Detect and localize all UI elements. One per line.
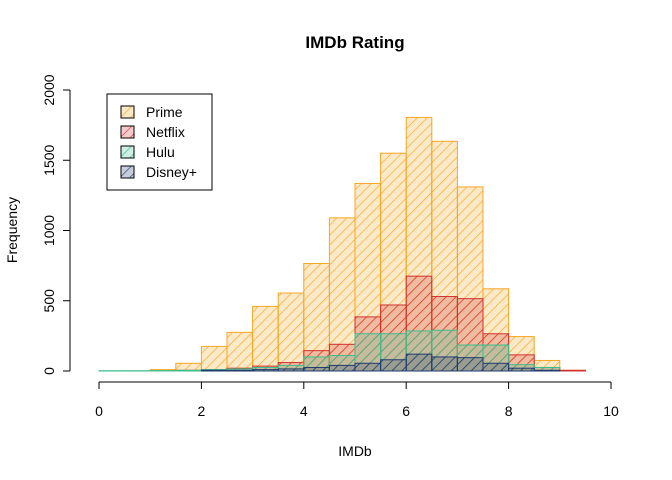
bars-group [98, 116, 586, 372]
bar-disney-5 [226, 369, 254, 372]
x-tick-label: 10 [603, 403, 619, 419]
bar-disney-7 [277, 368, 305, 372]
x-tick-label: 4 [300, 403, 308, 419]
legend: Prime Netflix Hulu Disney+ [106, 93, 213, 191]
bar-disney-17 [533, 369, 561, 372]
y-axis-label: Frequency [4, 197, 20, 263]
legend-swatch-netflix [120, 125, 135, 139]
y-tick-label: 0 [41, 367, 57, 375]
x-axis: 0 2 4 6 8 10 [95, 381, 619, 419]
bar-disney-15 [482, 362, 510, 372]
bar-prime-5 [226, 331, 254, 372]
x-tick-label: 0 [95, 403, 103, 419]
bar-disney-4 [200, 369, 228, 372]
y-tick-label: 500 [41, 289, 57, 313]
bar-disney-8 [303, 366, 330, 372]
bar-disney-13 [431, 356, 458, 372]
x-axis-label: IMDb [338, 443, 372, 459]
bar-netflix-18 [559, 369, 586, 372]
y-tick-label: 2000 [41, 74, 57, 105]
legend-label-disney: Disney+ [146, 164, 197, 180]
bar-disney-6 [252, 369, 279, 372]
legend-swatch-hulu [120, 145, 135, 159]
bar-disney-12 [405, 353, 433, 372]
bar-prime-6 [252, 305, 279, 372]
legend-label-hulu: Hulu [146, 144, 175, 160]
x-tick-label: 8 [505, 403, 513, 419]
x-tick-label: 6 [402, 403, 410, 419]
bar-disney-14 [456, 357, 484, 372]
chart-title: IMDb Rating [305, 33, 404, 52]
bar-disney-10 [354, 362, 382, 372]
bar-prime-7 [277, 292, 305, 372]
x-tick-label: 2 [198, 403, 206, 419]
legend-label-netflix: Netflix [146, 124, 185, 140]
bar-prime-4 [200, 345, 228, 372]
bar-disney-11 [380, 359, 407, 372]
y-tick-label: 1000 [41, 215, 57, 246]
bar-disney-9 [328, 364, 356, 372]
bar-disney-16 [508, 367, 535, 372]
bar-hulu-3 [175, 369, 202, 372]
y-axis: 0 500 1000 1500 2000 [41, 74, 71, 375]
legend-swatch-disney [120, 165, 135, 179]
legend-label-prime: Prime [146, 104, 183, 120]
legend-swatch-prime [120, 105, 135, 119]
y-tick-label: 1500 [41, 144, 57, 175]
